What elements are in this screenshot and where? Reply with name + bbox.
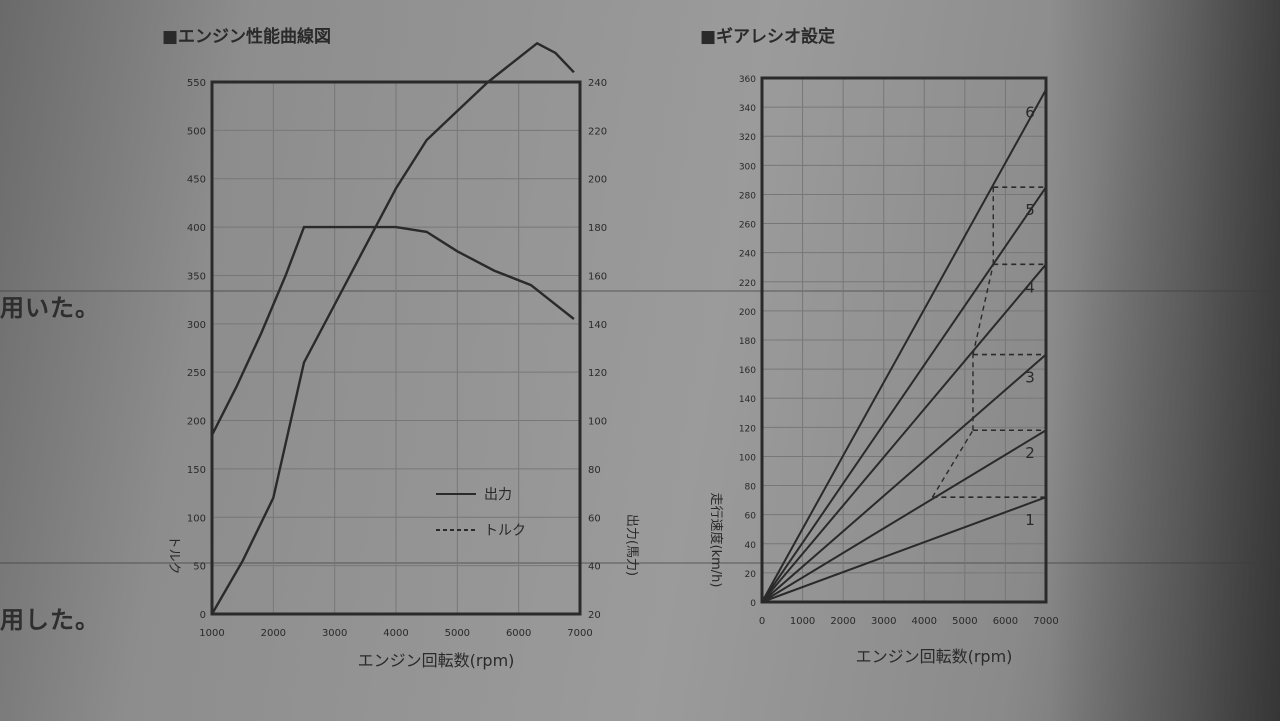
gear-label: 1 xyxy=(1025,511,1035,529)
y-right-tick-label: 240 xyxy=(588,78,607,89)
y-axis-label: 走行速度(km/h) xyxy=(708,493,724,588)
y-left-tick-label: 450 xyxy=(187,175,206,186)
y-right-tick-label: 120 xyxy=(588,368,607,379)
y-tick-label: 200 xyxy=(739,308,756,318)
y-right-tick-label: 140 xyxy=(588,320,607,331)
y-axis-label-left: トルク xyxy=(166,535,181,574)
background-rule xyxy=(0,562,1280,564)
y-tick-label: 140 xyxy=(739,395,756,405)
gear-label: 2 xyxy=(1025,444,1035,462)
y-tick-label: 260 xyxy=(739,221,756,231)
y-tick-label: 80 xyxy=(745,483,757,493)
chart-title: ■ギアレシオ設定 xyxy=(700,26,835,47)
x-tick-label: 4000 xyxy=(912,616,937,627)
y-left-tick-label: 350 xyxy=(187,271,206,282)
y-right-tick-label: 180 xyxy=(588,223,607,234)
gear-label: 3 xyxy=(1025,369,1035,387)
x-axis-label: エンジン回転数(rpm) xyxy=(358,651,515,670)
x-tick-label: 1000 xyxy=(199,628,224,639)
x-tick-label: 3000 xyxy=(322,628,347,639)
x-tick-label: 5000 xyxy=(952,616,977,627)
shift-connector xyxy=(972,264,994,355)
y-tick-label: 100 xyxy=(739,453,756,463)
plot-frame xyxy=(760,76,1048,604)
gear-label: 6 xyxy=(1025,104,1035,122)
x-tick-label: 2000 xyxy=(830,616,855,627)
background-rule xyxy=(0,290,1280,292)
body-text-line: 用いた。 xyxy=(0,294,100,322)
y-left-tick-label: 0 xyxy=(200,610,206,621)
legend-label-power: 出力 xyxy=(484,487,512,503)
y-tick-label: 40 xyxy=(745,541,757,551)
y-right-tick-label: 60 xyxy=(588,513,601,524)
y-right-tick-label: 20 xyxy=(588,610,601,621)
x-tick-label: 5000 xyxy=(445,628,470,639)
y-tick-label: 340 xyxy=(739,104,756,114)
gear-line-1 xyxy=(761,496,1047,603)
y-tick-label: 360 xyxy=(739,75,756,85)
y-left-tick-label: 300 xyxy=(187,320,206,331)
gear-label: 4 xyxy=(1025,278,1035,296)
y-right-tick-label: 100 xyxy=(588,417,607,428)
series-line-power xyxy=(210,41,575,615)
y-left-tick-label: 500 xyxy=(187,126,206,137)
y-left-tick-label: 200 xyxy=(187,417,206,428)
y-axis-label-right: 出力(馬力) xyxy=(624,514,639,576)
x-tick-label: 2000 xyxy=(261,628,286,639)
gear-line-5 xyxy=(761,186,1047,603)
y-right-tick-label: 40 xyxy=(588,562,601,573)
gear-label: 5 xyxy=(1025,201,1035,219)
chart-title: ■エンジン性能曲線図 xyxy=(162,26,331,47)
y-right-tick-label: 220 xyxy=(588,126,607,137)
legend-label-torque: トルク xyxy=(484,523,526,539)
y-left-tick-label: 150 xyxy=(187,465,206,476)
gear-line-2 xyxy=(761,429,1047,603)
y-left-tick-label: 100 xyxy=(187,513,206,524)
x-tick-label: 0 xyxy=(759,616,765,627)
x-tick-label: 6000 xyxy=(506,628,531,639)
y-left-tick-label: 400 xyxy=(187,223,206,234)
y-tick-label: 180 xyxy=(739,337,756,347)
plot-frame xyxy=(210,80,582,616)
shift-connector xyxy=(931,429,974,498)
y-tick-label: 240 xyxy=(739,250,756,260)
y-tick-label: 60 xyxy=(745,512,757,522)
x-tick-label: 7000 xyxy=(567,628,592,639)
x-tick-label: 6000 xyxy=(993,616,1018,627)
y-left-tick-label: 50 xyxy=(193,562,206,573)
y-left-tick-label: 250 xyxy=(187,368,206,379)
series-line-torque xyxy=(210,225,575,436)
gear-line-4 xyxy=(761,263,1047,603)
x-tick-label: 4000 xyxy=(383,628,408,639)
body-text-line: 用した。 xyxy=(0,606,100,634)
gear-line-6 xyxy=(761,89,1047,603)
y-right-tick-label: 160 xyxy=(588,271,607,282)
x-tick-label: 3000 xyxy=(871,616,896,627)
gear-line-3 xyxy=(761,353,1047,603)
y-tick-label: 300 xyxy=(739,162,756,172)
y-tick-label: 280 xyxy=(739,191,756,201)
page-shadow xyxy=(1050,0,1280,721)
x-tick-label: 7000 xyxy=(1033,616,1058,627)
x-tick-label: 1000 xyxy=(790,616,815,627)
y-tick-label: 0 xyxy=(750,599,756,609)
y-left-tick-label: 550 xyxy=(187,78,206,89)
y-tick-label: 120 xyxy=(739,424,756,434)
y-right-tick-label: 80 xyxy=(588,465,601,476)
y-tick-label: 320 xyxy=(739,133,756,143)
y-right-tick-label: 200 xyxy=(588,175,607,186)
y-tick-label: 20 xyxy=(745,570,757,580)
y-tick-label: 220 xyxy=(739,279,756,289)
y-tick-label: 160 xyxy=(739,366,756,376)
x-axis-label: エンジン回転数(rpm) xyxy=(856,647,1013,666)
